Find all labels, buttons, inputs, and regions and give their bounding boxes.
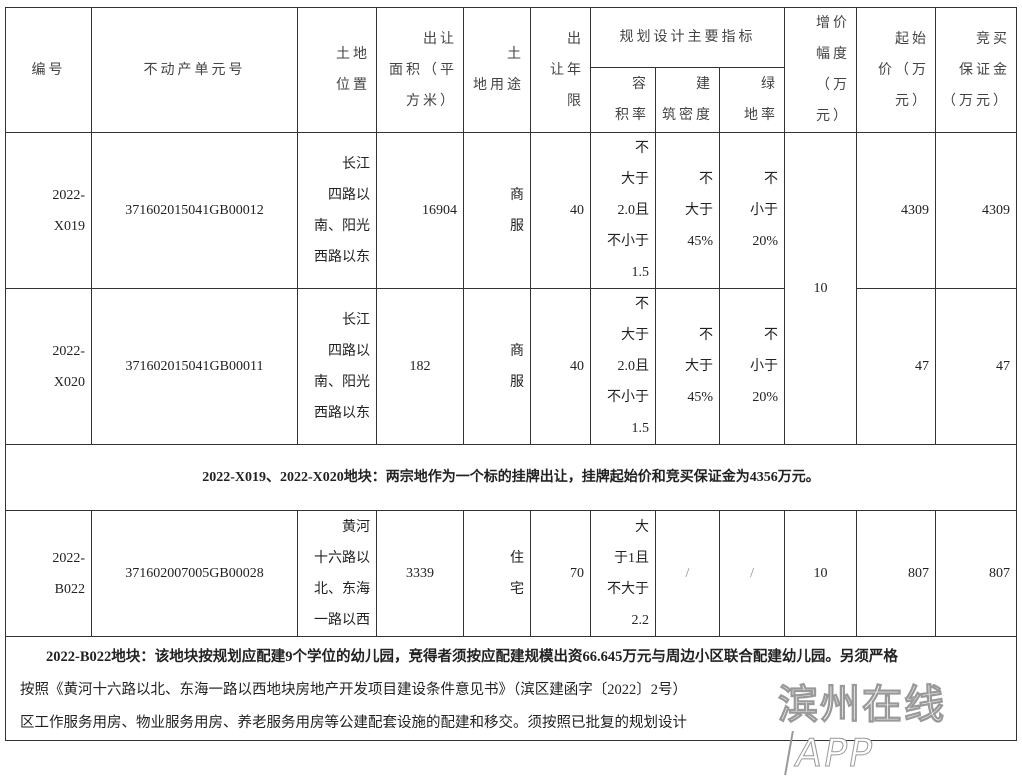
cell-area: 182 — [376, 288, 464, 445]
cell-location: 长江 四路以 南、阳光 西路以东 — [297, 288, 377, 445]
header-id: 编号 — [5, 7, 92, 133]
cell-unit-no: 371602015041GB00012 — [91, 132, 298, 289]
watermark-text: 滨州在线 — [778, 682, 946, 729]
header-term: 出 让年限 — [530, 7, 591, 133]
cell-density: 不 大于 45% — [655, 132, 720, 289]
cell-location: 长江 四路以 南、阳光 西路以东 — [297, 132, 377, 289]
cell-term: 40 — [530, 288, 591, 445]
header-use: 土 地用途 — [463, 7, 531, 133]
note-x019-x020: 2022-X019、2022-X020地块：两宗地作为一个标的挂牌出让，挂牌起始… — [4, 444, 1018, 511]
cell-deposit: 4309 — [935, 132, 1018, 289]
table-row: 2022- X019 371602015041GB00012 长江 四路以 南、… — [5, 132, 1018, 445]
cell-green: 不 小于 20% — [718, 132, 786, 289]
cell-density: / — [655, 510, 720, 637]
cell-deposit: 807 — [935, 510, 1018, 637]
header-planning: 规划设计主要指标 — [589, 6, 786, 69]
table-row: 2022- B022 371602007005GB00028 黄河 十六路以 北… — [5, 510, 1018, 637]
cell-area: 16904 — [376, 132, 464, 289]
header-unit-no: 不动产单元号 — [91, 7, 298, 133]
cell-start-price: 47 — [856, 288, 937, 445]
note-b022-line1: 2022-B022地块：该地块按规划应配建9个学位的幼儿园，竞得者须按应配建规模… — [46, 649, 898, 665]
cell-id: 2022- B022 — [5, 510, 92, 637]
cell-area: 3339 — [376, 510, 464, 637]
cell-start-price: 807 — [856, 510, 937, 637]
header-density: 建 筑密度 — [655, 67, 720, 133]
note-b022-line3: 区工作服务用房、物业服务用房、养老服务用房等公建配套设施的配建和移交。须按照已批… — [20, 715, 687, 731]
cell-start-price: 4309 — [856, 132, 937, 289]
cell-green: 不 小于 20% — [718, 288, 786, 445]
note-b022: 2022-B022地块：该地块按规划应配建9个学位的幼儿园，竞得者须按应配建规模… — [4, 636, 1018, 741]
cell-density: 不 大于 45% — [655, 288, 720, 445]
header-far: 容 积率 — [590, 67, 656, 133]
cell-term: 70 — [530, 510, 591, 637]
cell-far: 不 大于 2.0且 不小于 1.5 — [590, 288, 656, 445]
cell-increment-shared: 10 — [784, 132, 858, 445]
cell-use: 住 宅 — [463, 510, 531, 637]
cell-use: 商 服 — [463, 288, 531, 445]
cell-increment: 10 — [784, 510, 858, 637]
cell-id: 2022- X020 — [5, 288, 92, 445]
watermark-logo: 滨州在线APP — [778, 672, 1018, 776]
header-start-price: 起始 价（万 元） — [856, 7, 937, 133]
cell-green: / — [718, 510, 786, 637]
cell-far: 大 于1且 不大于 2.2 — [590, 510, 656, 637]
header-increment: 增价 幅度（万 元） — [784, 7, 858, 133]
header-deposit: 竞买 保证金 （万元） — [935, 7, 1018, 133]
cell-unit-no: 371602007005GB00028 — [91, 510, 298, 637]
land-listing-table: 编号 不动产单元号 土地 位置 出让 面积（平 方米） 土 地用途 出 让年限 … — [4, 6, 1018, 741]
cell-location: 黄河 十六路以 北、东海 一路以西 — [297, 510, 377, 637]
header-area: 出让 面积（平 方米） — [376, 7, 464, 133]
table-row: 2022- X020 371602015041GB00011 长江 四路以 南、… — [5, 288, 1018, 445]
header-location: 土地 位置 — [297, 7, 377, 133]
cell-term: 40 — [530, 132, 591, 289]
cell-use: 商 服 — [463, 132, 531, 289]
cell-id: 2022- X019 — [5, 132, 92, 289]
cell-far: 不 大于 2.0且 不小于 1.5 — [590, 132, 656, 289]
header-green: 绿 地率 — [718, 67, 786, 133]
cell-unit-no: 371602015041GB00011 — [91, 288, 298, 445]
note-b022-line2: 按照《黄河十六路以北、东海一路以西地块房地产开发项目建设条件意见书》（滨区建函字… — [20, 682, 687, 698]
cell-deposit: 47 — [935, 288, 1018, 445]
